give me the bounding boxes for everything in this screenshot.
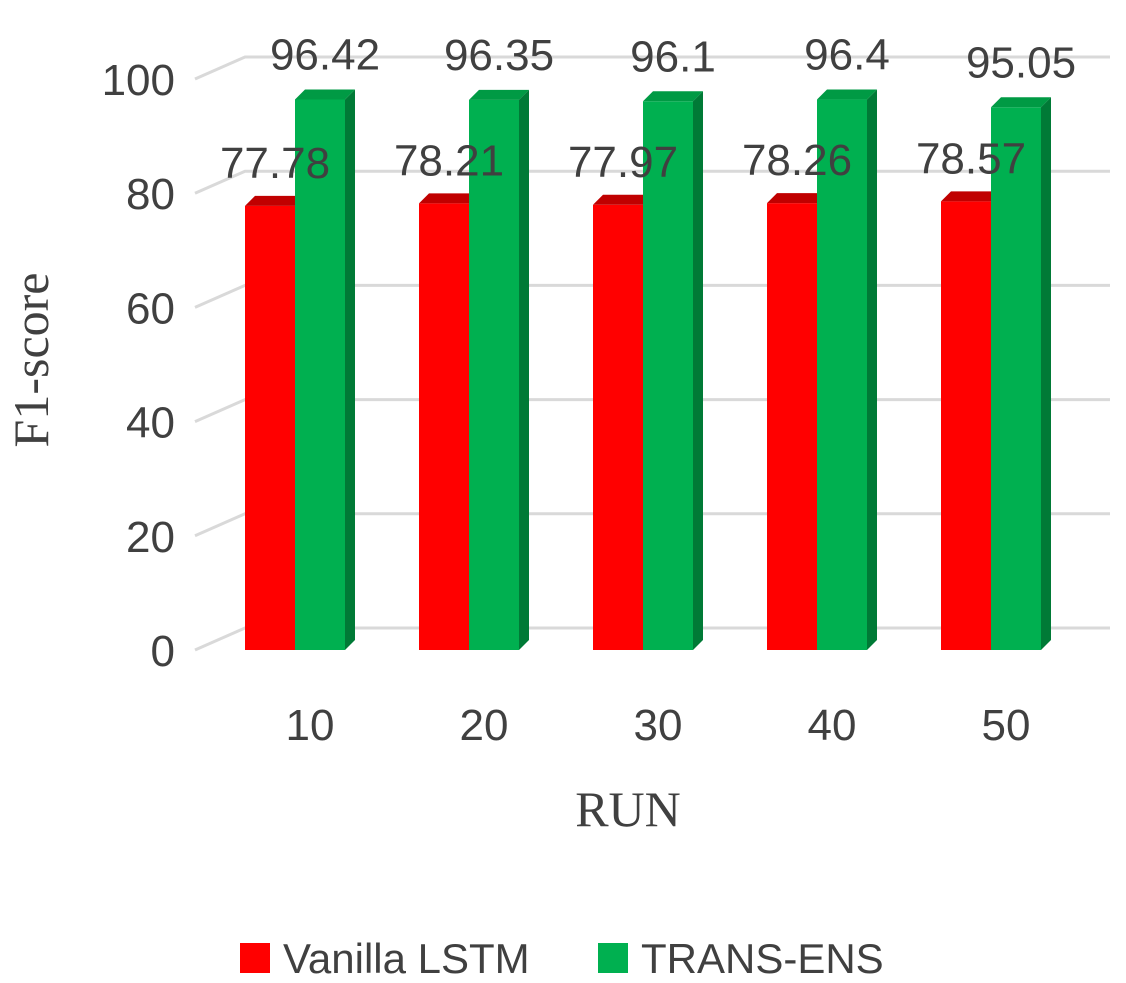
bar-top-face <box>419 193 479 204</box>
bar <box>817 99 867 650</box>
bar-top-face <box>991 97 1051 108</box>
bar-side-face <box>345 89 355 651</box>
data-label: 96.1 <box>630 32 716 81</box>
bar <box>991 107 1041 650</box>
bar-side-face <box>519 89 529 651</box>
data-label: 96.42 <box>270 30 380 79</box>
y-axis-ticks: 0 20 40 60 80 100 <box>102 56 175 676</box>
data-label: 78.21 <box>394 136 504 185</box>
y-tick-label: 100 <box>102 56 175 105</box>
bar-top-face <box>817 89 877 100</box>
legend: Vanilla LSTM TRANS-ENS <box>240 935 884 982</box>
bar <box>245 205 295 650</box>
bar-side-face <box>693 91 703 651</box>
bar-top-face <box>469 89 529 100</box>
x-tick-label: 10 <box>286 701 335 750</box>
bar <box>295 99 345 651</box>
bar-top-face <box>295 89 355 100</box>
bar <box>593 204 643 650</box>
bar-top-face <box>593 194 653 205</box>
data-label: 78.57 <box>916 134 1026 183</box>
y-tick-label: 80 <box>126 170 175 219</box>
bar <box>941 201 991 650</box>
legend-label-trans-ens: TRANS-ENS <box>641 935 884 978</box>
y-axis-title: F1-score <box>3 273 59 448</box>
bar-side-face <box>867 89 877 650</box>
legend-swatch-vanilla-lstm <box>240 943 270 973</box>
bar-top-face <box>245 195 305 206</box>
y-tick-label: 40 <box>126 399 175 448</box>
x-axis-ticks: 10 20 30 40 50 <box>286 701 1031 750</box>
y-tick-label: 20 <box>126 513 175 562</box>
x-tick-label: 50 <box>982 701 1031 750</box>
bar-top-face <box>941 191 1001 202</box>
x-tick-label: 20 <box>460 701 509 750</box>
bar <box>767 203 817 650</box>
bar <box>469 99 519 651</box>
x-tick-label: 30 <box>634 701 683 750</box>
data-label: 78.26 <box>742 136 852 185</box>
bar-top-face <box>767 193 827 204</box>
bars <box>245 89 1051 651</box>
x-axis-title: RUN <box>575 781 681 837</box>
data-label: 96.35 <box>444 31 554 80</box>
bar-side-face <box>1041 97 1051 650</box>
data-label: 95.05 <box>966 38 1076 87</box>
bar <box>643 101 693 651</box>
data-label: 77.78 <box>220 139 330 188</box>
gridline <box>194 55 1110 81</box>
data-label: 96.4 <box>804 31 890 80</box>
legend-swatch-trans-ens <box>598 943 628 973</box>
y-tick-label: 60 <box>126 284 175 333</box>
x-tick-label: 40 <box>808 701 857 750</box>
data-label: 77.97 <box>568 138 678 187</box>
bar <box>419 203 469 650</box>
data-labels: 77.78 96.42 78.21 96.35 77.97 96.1 78.26 96.4 78… <box>220 30 1076 187</box>
bar-top-face <box>643 91 703 102</box>
y-tick-label: 0 <box>151 627 175 676</box>
legend-label-vanilla-lstm: Vanilla LSTM <box>283 935 530 978</box>
